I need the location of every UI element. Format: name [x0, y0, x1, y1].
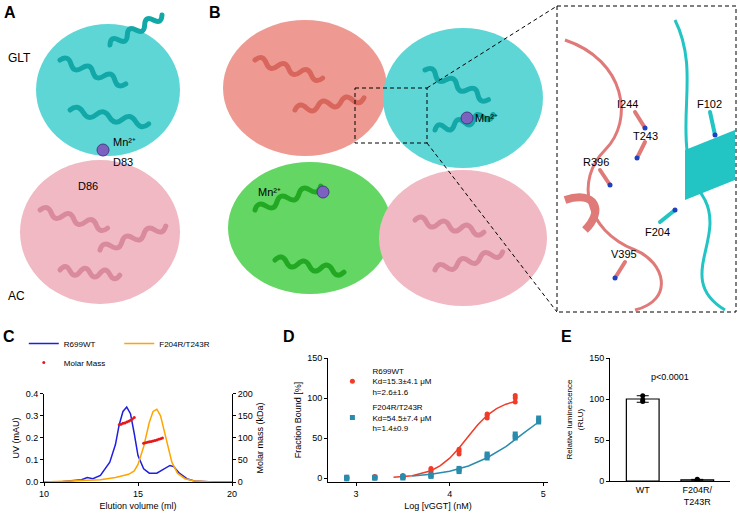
svg-text:R396: R396: [583, 156, 609, 168]
svg-text:4: 4: [447, 489, 452, 499]
svg-text:50: 50: [238, 455, 248, 465]
svg-text:GLT: GLT: [8, 51, 31, 65]
svg-text:0.3: 0.3: [26, 411, 39, 421]
html-text:D: D: [283, 328, 295, 345]
svg-text:3: 3: [354, 489, 359, 499]
svg-text:R699WTKd=15.3±4.1 μMh=2.6±1.6: R699WTKd=15.3±4.1 μMh=2.6±1.6: [372, 367, 431, 397]
svg-text:F204: F204: [645, 226, 670, 238]
svg-text:0: 0: [599, 476, 604, 486]
svg-text:I244: I244: [617, 98, 638, 110]
svg-text:5: 5: [541, 489, 546, 499]
svg-text:Fraction Bound [%]: Fraction Bound [%]: [293, 382, 303, 459]
svg-text:100: 100: [238, 433, 253, 443]
svg-text:B: B: [209, 4, 221, 21]
svg-text:20: 20: [227, 489, 237, 499]
svg-text:Log [vGGT] (nM): Log [vGGT] (nM): [404, 501, 472, 511]
svg-text:WT: WT: [636, 485, 650, 495]
svg-text:F102: F102: [697, 98, 722, 110]
svg-text:Molar mass (kDa): Molar mass (kDa): [255, 402, 265, 473]
svg-text:0.0: 0.0: [26, 477, 39, 487]
svg-text:Relative luminescence(RLU): Relative luminescence(RLU): [565, 379, 584, 460]
svg-text:150: 150: [307, 353, 322, 363]
svg-text:D83: D83: [113, 156, 133, 168]
svg-text:150: 150: [589, 353, 604, 363]
svg-text:10: 10: [39, 489, 49, 499]
svg-text:0.2: 0.2: [26, 433, 39, 443]
svg-text:V395: V395: [611, 248, 637, 260]
svg-text:F204R/T243RKd=54.5±7.4 μMh=1.4: F204R/T243RKd=54.5±7.4 μMh=1.4±0.9: [372, 403, 431, 433]
svg-text:15: 15: [133, 489, 143, 499]
svg-text:F204R/T243R: F204R/T243R: [159, 340, 209, 349]
svg-text:0: 0: [317, 473, 322, 483]
svg-text:0: 0: [238, 477, 243, 487]
html-text:C: C: [3, 328, 15, 345]
svg-text:F204R/T243R: F204R/T243R: [683, 485, 713, 507]
svg-text:T243: T243: [633, 130, 658, 142]
svg-text:Elution volume (ml): Elution volume (ml): [99, 501, 176, 511]
svg-text:0.1: 0.1: [26, 455, 39, 465]
svg-text:50: 50: [594, 435, 604, 445]
svg-text:AC: AC: [8, 289, 25, 303]
svg-text:0.4: 0.4: [26, 389, 39, 399]
svg-text:UV (mAU): UV (mAU): [11, 417, 21, 458]
svg-text:R699WT: R699WT: [64, 340, 96, 349]
svg-text:Mn²⁺: Mn²⁺: [475, 112, 498, 124]
svg-text:A: A: [4, 4, 16, 21]
svg-text:200: 200: [238, 389, 253, 399]
svg-text:Mn²⁺: Mn²⁺: [258, 186, 281, 198]
svg-text:150: 150: [238, 411, 253, 421]
svg-text:p<0.0001: p<0.0001: [651, 372, 689, 382]
svg-text:50: 50: [312, 433, 322, 443]
svg-text:100: 100: [589, 394, 604, 404]
svg-text:100: 100: [307, 393, 322, 403]
svg-text:Molar Mass: Molar Mass: [64, 359, 105, 368]
svg-text:D86: D86: [78, 180, 98, 192]
html-text:E: E: [561, 328, 572, 345]
svg-text:Mn²⁺: Mn²⁺: [113, 136, 136, 148]
